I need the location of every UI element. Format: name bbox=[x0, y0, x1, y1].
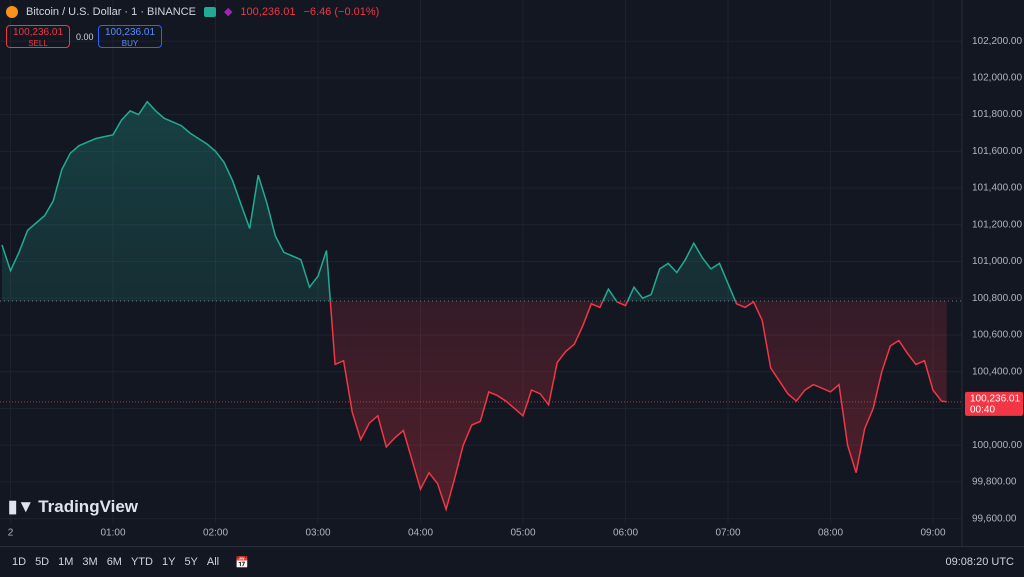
price: 100,236.01 bbox=[240, 5, 296, 18]
y-tick-label: 100,400.00 bbox=[972, 366, 1022, 377]
sell-price: 100,236.01 bbox=[12, 27, 64, 38]
countdown: 00:40 bbox=[970, 404, 995, 415]
y-tick-label: 102,000.00 bbox=[972, 73, 1022, 84]
sell-label: SELL bbox=[28, 39, 48, 48]
logo-text: TradingView bbox=[38, 497, 139, 516]
y-tick-label: 100,600.00 bbox=[972, 330, 1022, 341]
timeframe-button[interactable]: 6M bbox=[106, 556, 122, 568]
y-tick-label: 101,600.00 bbox=[972, 146, 1022, 157]
bottom-toolbar: 1D 5D 1M 3M 6M YTD 1Y 5Y All 📅 09:08:20 UTC bbox=[0, 546, 1024, 577]
x-tick-label: 06:00 bbox=[613, 528, 638, 539]
buy-button[interactable]: 100,236.01 BUY bbox=[98, 25, 162, 48]
coin-icon bbox=[6, 5, 18, 18]
timeframes: 1D 5D 1M 3M 6M YTD 1Y 5Y All bbox=[3, 556, 219, 568]
timeframe-button[interactable]: 1Y bbox=[161, 556, 176, 568]
timeframe-button[interactable]: 1M bbox=[58, 556, 74, 568]
timeframe-button[interactable]: 5D bbox=[35, 556, 50, 568]
y-tick-label: 101,200.00 bbox=[972, 219, 1022, 230]
x-tick-label: 2 bbox=[8, 528, 14, 539]
timeframe-button[interactable]: 5Y bbox=[184, 556, 198, 568]
logo[interactable]: ▮▼ TradingView bbox=[8, 497, 139, 516]
y-tick-label: 99,800.00 bbox=[972, 477, 1017, 488]
symbol[interactable]: Bitcoin / U.S. Dollar · 1 · BINANCE bbox=[26, 5, 196, 18]
last-price-label: 100,236.01 bbox=[970, 393, 1020, 404]
timeframe-button[interactable]: 1D bbox=[12, 556, 27, 568]
buy-price: 100,236.01 bbox=[104, 27, 156, 38]
x-tick-label: 02:00 bbox=[203, 528, 228, 539]
date-range-icon[interactable]: 📅 bbox=[235, 556, 249, 569]
y-tick-label: 99,600.00 bbox=[972, 513, 1017, 524]
buy-label: BUY bbox=[121, 39, 139, 48]
y-tick-label: 101,000.00 bbox=[972, 256, 1022, 267]
x-tick-label: 07:00 bbox=[715, 528, 740, 539]
price-line-up bbox=[1, 100, 755, 302]
x-tick-label: 04:00 bbox=[408, 528, 433, 539]
x-tick-label: 01:00 bbox=[100, 528, 125, 539]
last-price-box bbox=[965, 391, 1023, 416]
status-icon bbox=[203, 6, 216, 17]
clock[interactable]: 09:08:20 UTC bbox=[945, 556, 1014, 568]
x-tick-label: 09:00 bbox=[920, 528, 945, 539]
x-tick-label: 08:00 bbox=[818, 528, 843, 539]
y-tick-label: 100,800.00 bbox=[972, 293, 1022, 304]
timeframe-button[interactable]: YTD bbox=[130, 556, 153, 568]
legend: Bitcoin / U.S. Dollar · 1 · BINANCE ◆ 10… bbox=[6, 5, 379, 18]
area-up bbox=[2, 101, 947, 302]
timeframe-button[interactable]: 3M bbox=[82, 556, 98, 568]
x-tick-label: 05:00 bbox=[510, 528, 535, 539]
area-down bbox=[330, 301, 947, 510]
spread: 0.00 bbox=[76, 32, 94, 42]
change: −6.46 (−0.01%) bbox=[303, 5, 380, 18]
y-tick-label: 100,000.00 bbox=[972, 440, 1022, 451]
sell-button[interactable]: 100,236.01 SELL bbox=[6, 25, 70, 48]
timeframe-button[interactable]: All bbox=[206, 556, 220, 568]
price-line-down bbox=[329, 301, 947, 512]
y-tick-label: 101,800.00 bbox=[972, 109, 1022, 120]
y-tick-label: 102,200.00 bbox=[972, 36, 1022, 47]
y-tick-label: 101,400.00 bbox=[972, 183, 1022, 194]
chart: 99,400.0099,600.0099,800.00100,000.00100… bbox=[0, 0, 1023, 546]
x-tick-label: 03:00 bbox=[305, 528, 330, 539]
indicator-icon[interactable]: ◆ bbox=[223, 6, 233, 18]
